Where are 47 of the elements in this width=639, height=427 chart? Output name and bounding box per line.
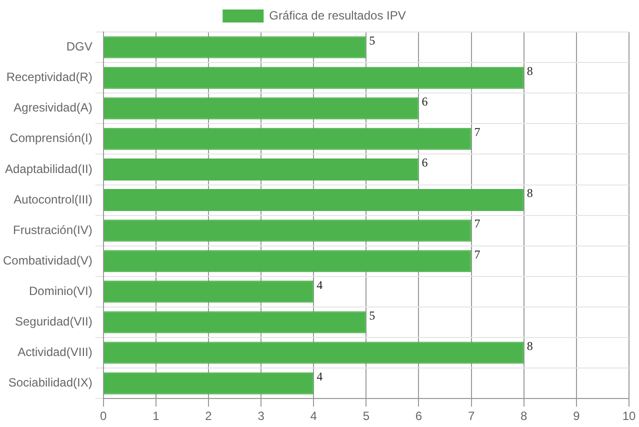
y-tick-label: Autocontrol(III) [14,192,92,206]
y-tick-label: Sociabilidad(IX) [8,376,92,390]
bar [104,372,314,394]
data-label: 6 [422,156,428,170]
data-label: 8 [526,338,533,353]
x-tick-label: 2 [205,409,212,424]
data-label: 7 [474,247,480,262]
bar [104,189,524,212]
y-tick-label: Seguridad(VII) [14,314,92,329]
data-label: 5 [369,33,376,48]
bar [104,158,419,180]
bar [104,66,524,89]
bar [104,250,472,272]
bar [104,342,524,364]
y-tick-label: Adaptabilidad(II) [4,162,92,176]
y-tick-label: Comprensión(I) [10,131,92,146]
legend-label: Gráfica de resultados IPV [269,8,406,22]
bar [104,97,419,120]
y-tick-label: Receptividad(R) [6,70,92,84]
y-tick-label: DGV [66,40,92,54]
x-tick-label: 1 [152,409,160,424]
x-tick-label: 4 [310,409,318,424]
data-label: 7 [474,125,480,140]
x-tick-label: 10 [622,409,636,424]
data-label: 5 [369,308,376,322]
bar [104,36,366,58]
data-label: 4 [316,278,323,292]
data-label: 8 [526,64,533,78]
x-tick-label: 0 [100,409,108,424]
bar [104,311,366,334]
x-tick-label: 6 [415,409,422,424]
y-tick-label: Dominio(VI) [29,284,92,298]
y-tick-label: Combatividad(V) [2,253,92,268]
data-label: 7 [474,216,480,231]
x-tick-label: 7 [468,409,475,424]
y-tick-label: Actividad(VIII) [18,345,92,360]
y-tick-label: Frustración(IV) [13,222,92,237]
data-label: 4 [316,369,323,384]
x-tick-label: 9 [573,409,580,424]
data-label: 6 [422,94,428,109]
data-label: 8 [526,186,533,200]
x-tick-label: 5 [362,409,370,424]
bar [104,220,472,242]
bar [104,280,314,303]
x-tick-label: 8 [520,409,528,424]
x-tick-label: 3 [258,409,265,424]
y-tick-label: Agresividad(A) [14,100,92,115]
